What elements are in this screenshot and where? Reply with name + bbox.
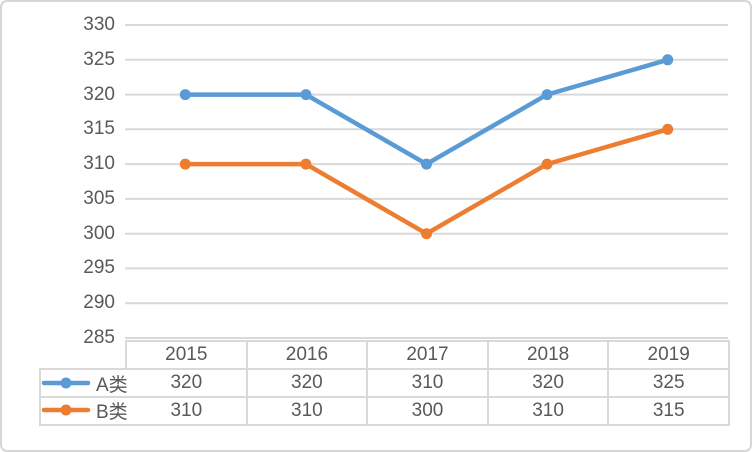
y-axis-tick-label: 315 bbox=[83, 118, 115, 139]
legend-label: A类 bbox=[96, 374, 128, 396]
legend-label: B类 bbox=[96, 401, 128, 423]
series-marker-icon bbox=[41, 404, 91, 416]
series-marker-icon bbox=[41, 377, 91, 389]
legend: A类 B类 bbox=[39, 368, 129, 426]
y-axis-tick-label: 325 bbox=[83, 49, 115, 70]
table-cell: 325 bbox=[607, 368, 730, 398]
series-marker bbox=[300, 158, 312, 170]
table-header-cell: 2015 bbox=[125, 340, 248, 370]
table-cell: 310 bbox=[245, 396, 369, 426]
table-row: 320 320 310 320 325 bbox=[125, 368, 730, 398]
y-axis-tick-label: 305 bbox=[83, 188, 115, 209]
y-axis-tick-label: 285 bbox=[83, 327, 115, 348]
table-cell: 315 bbox=[607, 396, 730, 426]
series-marker bbox=[179, 89, 191, 101]
y-axis-tick-label: 310 bbox=[83, 153, 115, 174]
series-marker bbox=[541, 158, 553, 170]
y-axis-tick-label: 300 bbox=[83, 223, 115, 244]
table-header-cell: 2018 bbox=[486, 340, 610, 370]
series-marker bbox=[421, 228, 432, 240]
table-cell: 320 bbox=[245, 368, 369, 398]
y-axis-tick-label: 330 bbox=[83, 14, 115, 35]
table-cell: 310 bbox=[125, 396, 248, 426]
y-axis-tick-label: 295 bbox=[83, 257, 115, 278]
table-cell: 300 bbox=[366, 396, 489, 426]
series-marker bbox=[541, 89, 553, 101]
table-cell: 320 bbox=[486, 368, 610, 398]
y-axis-tick-label: 290 bbox=[83, 292, 115, 313]
series-marker bbox=[421, 158, 432, 170]
table-header-cell: 2017 bbox=[366, 340, 489, 370]
series-marker bbox=[179, 158, 191, 170]
table-header-row: 2015 2016 2017 2018 2019 bbox=[125, 340, 730, 370]
legend-item: B类 bbox=[41, 396, 129, 423]
data-table: 2015 2016 2017 2018 2019 320 320 310 320 325 310 31… bbox=[125, 340, 730, 426]
table-cell: 320 bbox=[125, 368, 248, 398]
series-marker bbox=[662, 54, 674, 66]
table-header-cell: 2019 bbox=[607, 340, 730, 370]
series-marker bbox=[662, 123, 674, 135]
table-cell: 310 bbox=[486, 396, 610, 426]
series-marker bbox=[300, 89, 312, 101]
legend-item: A类 bbox=[41, 370, 129, 396]
y-axis-tick-label: 320 bbox=[83, 84, 115, 105]
table-cell: 310 bbox=[366, 368, 489, 398]
table-row: 310 310 300 310 315 bbox=[125, 396, 730, 426]
series-line-1 bbox=[183, 127, 670, 236]
table-header-cell: 2016 bbox=[245, 340, 369, 370]
